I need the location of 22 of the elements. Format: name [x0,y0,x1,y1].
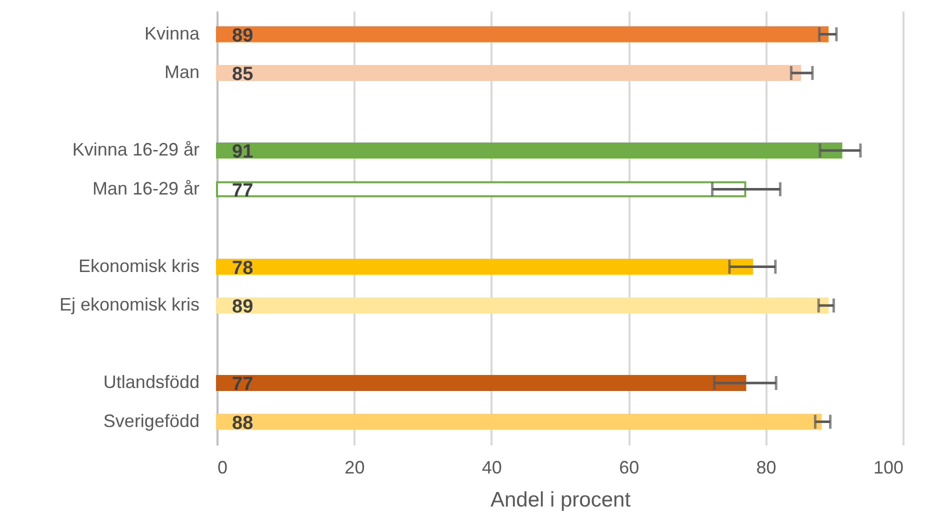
x-tick-label: 80 [756,458,776,478]
y-tick-label: Kvinna [144,23,200,44]
y-tick-label: Man 16-29 år [92,178,200,198]
y-tick-label: Kvinna 16-29 år [72,140,200,160]
y-tick-label: Utlandsfödd [103,372,200,392]
data-label: 89 [232,25,254,46]
x-tick-label: 100 [873,458,904,478]
x-tick-label: 40 [482,458,502,478]
y-tick-label: Man [164,62,200,82]
data-label: 88 [232,412,254,434]
data-label: 91 [232,142,254,162]
data-label: 78 [232,258,254,279]
data-label: 85 [232,64,254,85]
y-tick-label: Ej ekonomisk kris [59,294,200,314]
data-label: 89 [232,296,254,318]
x-tick-label: 0 [218,458,228,478]
data-label: 77 [232,374,254,395]
x-tick-label: 60 [619,458,640,478]
x-tick-label: 20 [344,458,365,478]
y-tick-label: Ekonomisk kris [78,256,200,276]
y-tick-label: Sverigefödd [103,410,200,431]
x-axis-title: Andel i procent [490,488,631,512]
